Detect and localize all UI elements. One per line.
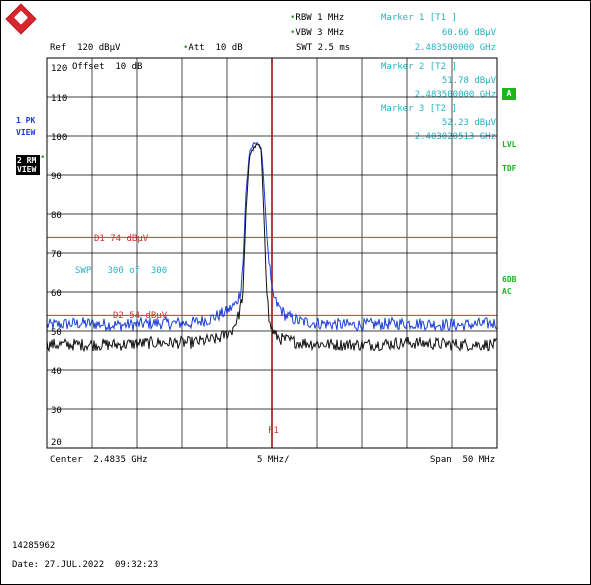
center-frequency-label: Center 2.4835 GHz xyxy=(50,455,148,465)
vbw-label: VBW 3 MHz xyxy=(295,28,345,38)
att-indicator-icon: • xyxy=(183,43,189,53)
trace-2-badge: 2 RM VIEW xyxy=(16,155,40,175)
trace-2-mode: VIEW xyxy=(17,165,37,174)
display-line-1-label: D1 74 dBµV xyxy=(94,234,149,244)
y-tick-label: 70 xyxy=(51,250,62,260)
trace-2-indicator-icon: • xyxy=(40,153,46,163)
traces xyxy=(46,141,498,353)
marker-1-title: Marker 1 [T1 ] xyxy=(381,13,457,23)
offset-label: Offset 10 dB xyxy=(72,62,143,72)
y-tick-label: 40 xyxy=(51,367,62,377)
y-tick-label: 30 xyxy=(51,406,62,416)
marker-3-level: 52.23 dBµV xyxy=(441,118,496,128)
attenuation-readout: •Att 10 dB xyxy=(183,43,243,53)
timestamp-label: Date: 27.JUL.2022 09:32:23 xyxy=(12,560,159,570)
trace-a-indicator: A xyxy=(502,88,516,100)
lvl-indicator: LVL xyxy=(502,140,517,149)
y-tick-label: 90 xyxy=(51,172,62,182)
marker-2-title: Marker 2 [T2 ] xyxy=(381,62,457,72)
trace-2-line xyxy=(46,143,498,353)
y-axis-labels: 120 110 100 90 80 70 60 50 40 30 20 xyxy=(51,64,67,448)
trace-1-line xyxy=(46,141,498,333)
sweep-time-label: SWT 2.5 ms xyxy=(296,43,351,53)
frequency-division-label: 5 MHz/ xyxy=(257,455,290,465)
y-tick-label: 60 xyxy=(51,289,62,299)
y-tick-label: 80 xyxy=(51,211,62,221)
marker-1-frequency: 2.483500000 GHz xyxy=(414,43,496,53)
ac-coupling-indicator: AC xyxy=(502,287,512,296)
trace-2-label: 2 RM xyxy=(17,156,37,165)
marker-3-title: Marker 3 [T2 ] xyxy=(381,104,457,114)
attenuation-label: Att 10 dB xyxy=(188,43,243,53)
frequency-line-label: F1 xyxy=(268,426,279,436)
rbw-readout: •RBW 1 MHz xyxy=(290,13,344,23)
plot-border xyxy=(46,57,498,449)
y-tick-label: 110 xyxy=(51,94,67,104)
y-tick-label: 50 xyxy=(51,328,62,338)
y-tick-label: 20 xyxy=(51,438,62,448)
marker-3-frequency: 2.403020513 GHz xyxy=(414,132,496,142)
y-tick-label: 100 xyxy=(51,133,67,143)
y-tick-label: 120 xyxy=(51,64,67,74)
trace-1-mode: VIEW xyxy=(16,128,36,137)
trace-1-label: 1 PK xyxy=(16,116,36,125)
span-label: Span 50 MHz xyxy=(430,455,496,465)
marker-2-level: 51.78 dBµV xyxy=(441,76,496,86)
reference-level-label: Ref 120 dBµV xyxy=(50,43,121,53)
marker-2-frequency: 2.483500000 GHz xyxy=(414,90,496,100)
vbw-readout: •VBW 3 MHz xyxy=(290,28,344,38)
vbw-indicator-icon: • xyxy=(290,28,296,38)
db-indicator: 6DB xyxy=(502,275,517,284)
sweep-count-label: SWP 300 of 300 xyxy=(75,266,168,276)
rbw-label: RBW 1 MHz xyxy=(295,13,345,23)
display-line-2-label: D2 54 dBµV xyxy=(113,311,168,321)
rbw-indicator-icon: • xyxy=(290,13,296,23)
tdf-indicator: TDF xyxy=(502,164,517,173)
display-lines xyxy=(47,58,497,448)
marker-1-level: 60.66 dBµV xyxy=(441,28,496,38)
screenshot-id: 14285962 xyxy=(12,541,56,551)
